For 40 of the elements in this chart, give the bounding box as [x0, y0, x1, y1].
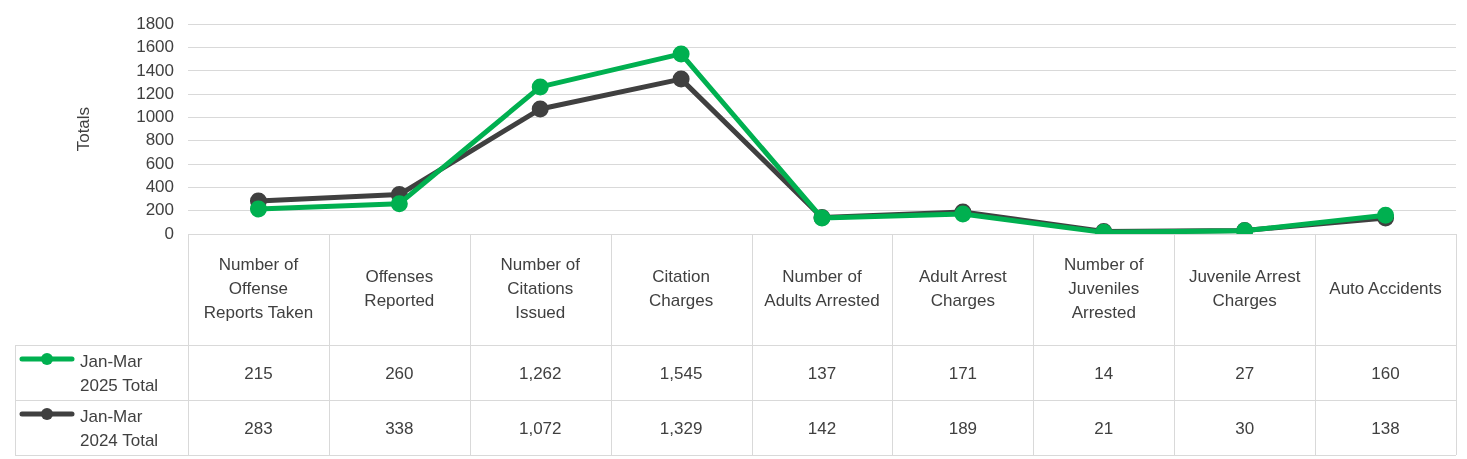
data-label: 189: [948, 419, 978, 439]
y-tick-label: 1600: [136, 37, 174, 57]
x-tick-label: Juvenile Arrest Charges: [1188, 267, 1301, 311]
legend-label: Jan-Mar 2025 Total: [80, 352, 159, 396]
y-tick-label: 800: [145, 130, 174, 150]
legend-label: Jan-Mar 2024 Total: [80, 407, 159, 451]
x-tick-label: Number of Citations Issued: [500, 255, 581, 323]
data-label: 14: [1094, 364, 1114, 384]
x-tick-label: Number of Offense Reports Taken: [203, 255, 314, 323]
x-tick-label: Number of Adults Arrested: [764, 267, 880, 311]
y-tick-label: 1800: [136, 13, 174, 33]
data-label: 142: [807, 419, 837, 439]
data-label: 27: [1235, 364, 1255, 384]
y-axis-title: Totals: [73, 106, 93, 152]
x-tick-label: Citation Charges: [648, 267, 714, 311]
data-label: 1,262: [518, 364, 562, 384]
data-label: 30: [1235, 419, 1255, 439]
y-tick-label: 0: [164, 223, 174, 243]
data-label: 338: [385, 419, 414, 439]
y-tick-label: 200: [145, 200, 174, 220]
y-tick-label: 1200: [136, 83, 174, 103]
data-label: 160: [1371, 364, 1400, 384]
data-label: 1,545: [659, 364, 703, 384]
data-label: 283: [244, 419, 273, 439]
data-label: 171: [948, 364, 978, 384]
x-tick-label: Number of Juveniles Arrested: [1064, 255, 1144, 323]
y-tick-label: 400: [145, 177, 174, 197]
data-label: 1,329: [659, 419, 703, 439]
data-label: 215: [244, 364, 273, 384]
x-tick-label: Auto Accidents: [1329, 279, 1442, 299]
data-label: 21: [1094, 419, 1114, 439]
y-tick-label: 1400: [136, 60, 174, 80]
data-label: 260: [385, 364, 414, 384]
data-label: 138: [1371, 419, 1400, 439]
y-tick-label: 600: [145, 153, 174, 173]
x-tick-label: Offenses Reported: [364, 267, 435, 311]
data-label: 1,072: [518, 419, 562, 439]
x-tick-label: Adult Arrest Charges: [918, 267, 1008, 311]
data-label: 137: [807, 364, 837, 384]
y-tick-label: 1000: [136, 107, 174, 127]
